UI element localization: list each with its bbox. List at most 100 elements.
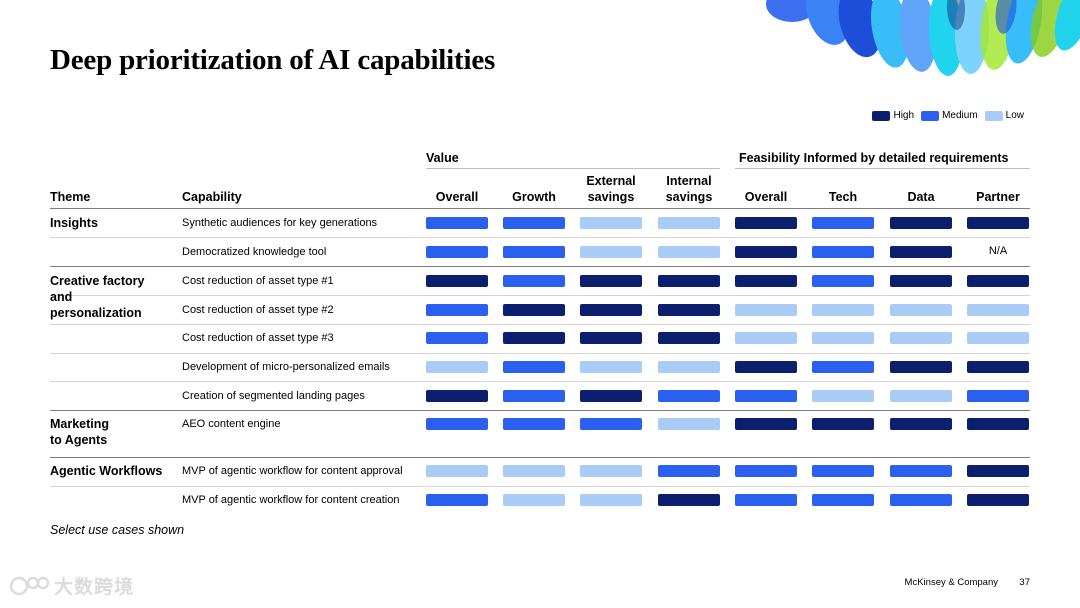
row-divider	[50, 208, 1030, 209]
rating-bar-medium	[426, 246, 488, 258]
theme-label: Marketing to Agents	[50, 416, 109, 448]
rating-bar-high	[735, 217, 797, 229]
row-divider	[50, 410, 1030, 411]
rating-bar-low	[503, 494, 565, 506]
rating-bar-medium	[812, 361, 874, 373]
rating-bar-low	[658, 418, 720, 430]
rating-bar-low	[658, 361, 720, 373]
theme-label: Insights	[50, 215, 98, 231]
capability-label: Creation of segmented landing pages	[182, 390, 365, 402]
capability-label: MVP of agentic workflow for content crea…	[182, 494, 400, 506]
column-header-capability: Capability	[182, 190, 242, 204]
rating-bar-high	[890, 217, 952, 229]
row-divider	[50, 381, 1030, 382]
legend-label-medium: Medium	[942, 110, 978, 121]
column-header-line: Partner	[976, 190, 1020, 204]
rating-bar-high	[735, 246, 797, 258]
row-divider	[50, 237, 1030, 238]
rating-bar-low	[580, 465, 642, 477]
rating-bar-high	[967, 275, 1029, 287]
rating-bar-medium	[503, 275, 565, 287]
decorative-header-graphic	[766, 0, 1080, 76]
rating-bar-high	[580, 332, 642, 344]
capability-label: MVP of agentic workflow for content appr…	[182, 465, 403, 477]
theme-label-line: Creative factory	[50, 274, 145, 288]
page-number: 37	[1019, 577, 1030, 588]
column-header-7: Partner	[959, 189, 1037, 205]
legend-label-low: Low	[1005, 110, 1024, 121]
theme-label-line: Marketing	[50, 417, 110, 431]
rating-bar-low	[735, 332, 797, 344]
legend-swatch-low	[984, 110, 1003, 121]
rating-na: N/A	[988, 245, 1008, 257]
rating-bar-medium	[503, 361, 565, 373]
watermark-logo-icon	[9, 576, 50, 595]
rating-bar-medium	[503, 246, 565, 258]
capability-label: Cost reduction of asset type #2	[182, 304, 334, 316]
group-underline-feasibility	[735, 168, 1030, 169]
row-divider	[50, 324, 1030, 325]
column-header-1: Growth	[495, 189, 573, 205]
group-underline-value	[426, 168, 720, 169]
rating-bar-high	[658, 494, 720, 506]
column-header-line: Overall	[744, 190, 788, 204]
rating-bar-high	[967, 418, 1029, 430]
rating-bar-high	[658, 332, 720, 344]
rating-bar-low	[580, 494, 642, 506]
column-header-5: Tech	[804, 189, 882, 205]
rating-bar-medium	[890, 465, 952, 477]
legend-label-high: High	[893, 110, 915, 121]
rating-bar-high	[426, 390, 488, 402]
rating-bar-low	[503, 465, 565, 477]
theme-label: Agentic Workflows	[50, 463, 162, 479]
rating-bar-low	[967, 304, 1029, 316]
capability-label: Democratized knowledge tool	[182, 246, 327, 258]
row-divider	[50, 486, 1030, 487]
theme-label-line: Insights	[50, 216, 98, 230]
rating-bar-medium	[426, 418, 488, 430]
rating-bar-high	[735, 418, 797, 430]
capability-label: Cost reduction of asset type #1	[182, 275, 334, 287]
rating-bar-low	[812, 332, 874, 344]
rating-bar-high	[890, 418, 952, 430]
rating-bar-high	[503, 304, 565, 316]
rating-bar-low	[580, 246, 642, 258]
rating-bar-low	[890, 390, 952, 402]
column-header-line: Data	[907, 190, 935, 204]
column-header-line: savings	[587, 190, 635, 204]
rating-bar-high	[967, 217, 1029, 229]
legend-item-low: Low	[984, 110, 1024, 121]
group-header-feasibility: Feasibility Informed by detailed require…	[739, 151, 1009, 165]
rating-bar-medium	[735, 494, 797, 506]
rating-bar-low	[735, 304, 797, 316]
rating-bar-low	[426, 361, 488, 373]
rating-bar-medium	[503, 217, 565, 229]
theme-label-line: personalization	[50, 306, 142, 320]
rating-bar-low	[967, 332, 1029, 344]
rating-bar-medium	[890, 494, 952, 506]
theme-label-line: to Agents	[50, 433, 108, 447]
rating-bar-medium	[812, 217, 874, 229]
rating-bar-high	[658, 304, 720, 316]
column-header-line: savings	[665, 190, 713, 204]
column-header-3: Internal savings	[650, 173, 728, 205]
legend-swatch-high	[872, 110, 891, 121]
rating-bar-high	[503, 332, 565, 344]
rating-bar-low	[812, 304, 874, 316]
rating-bar-high	[812, 418, 874, 430]
rating-bar-high	[967, 361, 1029, 373]
page-title: Deep prioritization of AI capabilities	[50, 44, 496, 76]
rating-bar-medium	[658, 465, 720, 477]
rating-bar-high	[967, 494, 1029, 506]
capability-label: AEO content engine	[182, 418, 281, 430]
column-header-line: Growth	[512, 190, 556, 204]
rating-bar-high	[890, 246, 952, 258]
rating-bar-low	[890, 304, 952, 316]
column-header-line: Internal	[666, 174, 712, 188]
column-header-line: Tech	[828, 190, 858, 204]
rating-bar-high	[580, 390, 642, 402]
rating-bar-medium	[426, 304, 488, 316]
theme-label-line: Agentic Workflows	[50, 464, 163, 478]
column-header-line: External	[586, 174, 636, 188]
rating-bar-medium	[503, 418, 565, 430]
